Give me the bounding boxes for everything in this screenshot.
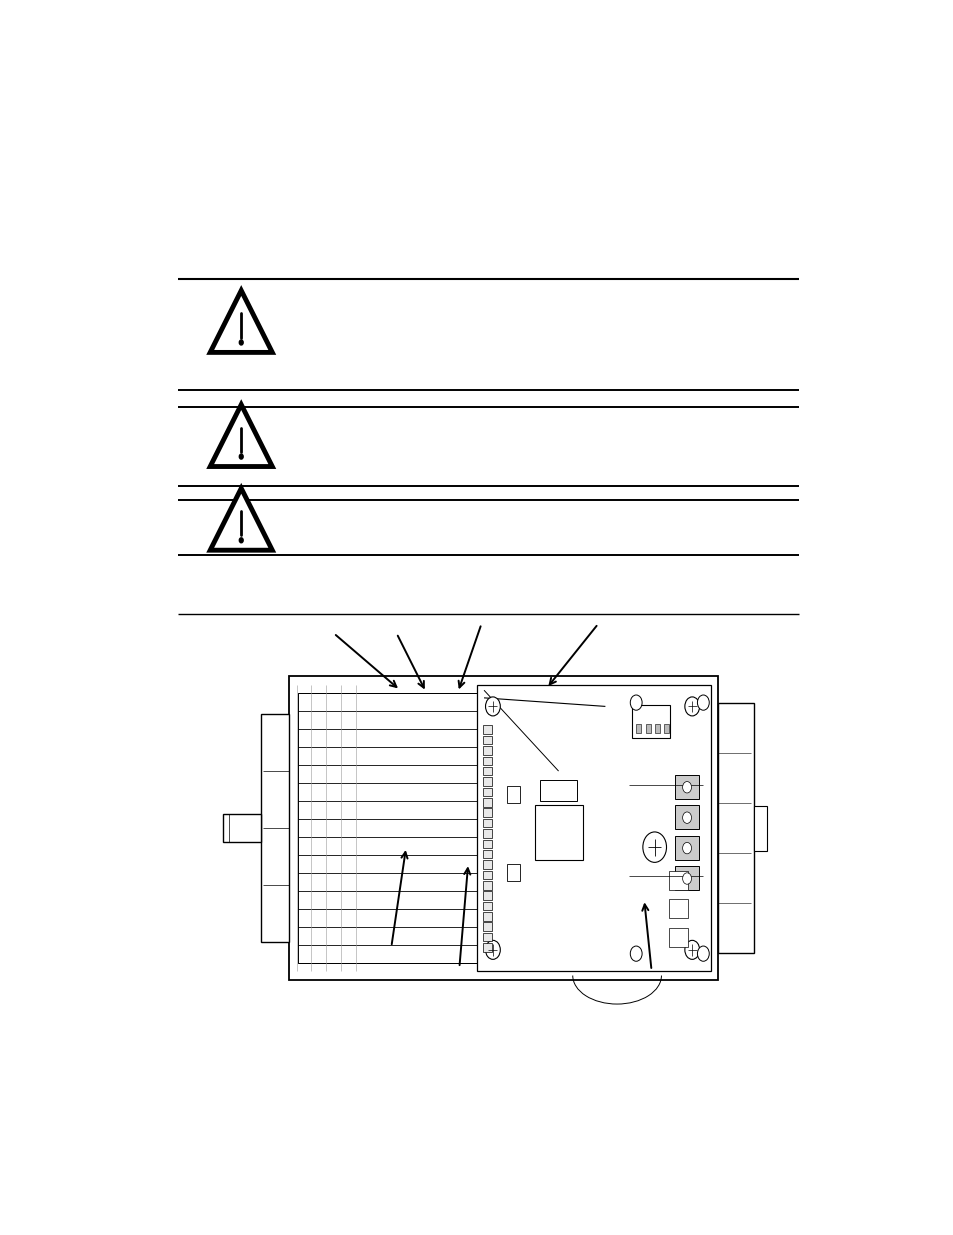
Polygon shape bbox=[210, 488, 272, 551]
Bar bbox=[482, 861, 492, 868]
Bar bbox=[482, 746, 492, 755]
Bar bbox=[654, 724, 659, 734]
Bar bbox=[539, 779, 577, 800]
Bar bbox=[675, 866, 699, 890]
Bar bbox=[669, 927, 687, 947]
Bar bbox=[663, 724, 669, 734]
Bar bbox=[482, 798, 492, 806]
Bar bbox=[506, 864, 519, 882]
Bar bbox=[482, 767, 492, 776]
Bar bbox=[289, 676, 718, 981]
Circle shape bbox=[630, 946, 641, 961]
Bar bbox=[223, 814, 261, 842]
Circle shape bbox=[485, 940, 499, 960]
Bar bbox=[482, 829, 492, 837]
Circle shape bbox=[697, 946, 708, 961]
Bar bbox=[636, 724, 640, 734]
Bar bbox=[476, 685, 710, 971]
Bar bbox=[482, 944, 492, 952]
Bar bbox=[718, 704, 753, 953]
Circle shape bbox=[682, 842, 691, 853]
Bar bbox=[482, 913, 492, 920]
Bar bbox=[482, 871, 492, 879]
Circle shape bbox=[239, 340, 243, 345]
Bar bbox=[298, 693, 483, 963]
Bar bbox=[261, 714, 289, 942]
Bar bbox=[482, 777, 492, 785]
Bar bbox=[534, 805, 582, 861]
Bar bbox=[506, 787, 519, 804]
Circle shape bbox=[684, 940, 699, 960]
Circle shape bbox=[684, 697, 699, 716]
Circle shape bbox=[682, 782, 691, 793]
Bar bbox=[675, 805, 699, 829]
Bar bbox=[482, 902, 492, 910]
Bar bbox=[675, 774, 699, 799]
Bar bbox=[482, 809, 492, 816]
Circle shape bbox=[682, 873, 691, 884]
Bar bbox=[482, 923, 492, 931]
Bar bbox=[482, 892, 492, 900]
Circle shape bbox=[642, 832, 666, 862]
Bar bbox=[482, 736, 492, 745]
Bar bbox=[645, 724, 650, 734]
Polygon shape bbox=[210, 290, 272, 352]
Bar bbox=[482, 881, 492, 889]
Bar bbox=[482, 725, 492, 734]
Bar bbox=[669, 899, 687, 919]
Bar bbox=[632, 704, 669, 737]
Bar bbox=[482, 757, 492, 764]
Circle shape bbox=[630, 695, 641, 710]
Circle shape bbox=[239, 537, 243, 542]
Bar bbox=[675, 836, 699, 860]
Bar bbox=[753, 805, 766, 851]
Bar bbox=[482, 850, 492, 858]
Bar bbox=[482, 788, 492, 797]
Bar bbox=[482, 840, 492, 848]
Bar bbox=[482, 932, 492, 941]
Polygon shape bbox=[210, 405, 272, 467]
Circle shape bbox=[697, 695, 708, 710]
Circle shape bbox=[682, 811, 691, 824]
Bar bbox=[669, 871, 687, 890]
Circle shape bbox=[239, 454, 243, 459]
Circle shape bbox=[485, 697, 499, 716]
Bar bbox=[482, 819, 492, 827]
